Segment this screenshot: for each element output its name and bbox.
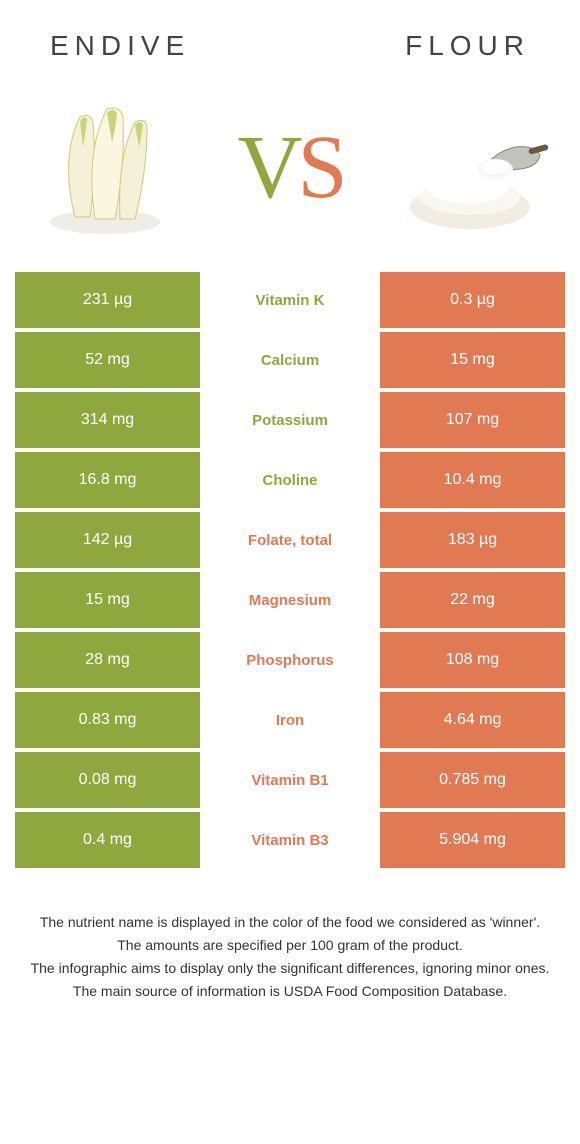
footnote-line: The nutrient name is displayed in the co… xyxy=(30,912,550,933)
footnote-line: The infographic aims to display only the… xyxy=(30,958,550,979)
nutrient-label: Iron xyxy=(200,692,380,748)
images-row: VS xyxy=(0,72,580,272)
table-row: 314 mgPotassium107 mg xyxy=(15,392,565,448)
endive-icon xyxy=(35,97,175,237)
nutrient-label: Folate, total xyxy=(200,512,380,568)
nutrient-label: Potassium xyxy=(200,392,380,448)
flour-image xyxy=(400,92,550,242)
nutrient-label: Phosphorus xyxy=(200,632,380,688)
left-value-cell: 0.83 mg xyxy=(15,692,200,748)
right-value-cell: 0.3 µg xyxy=(380,272,565,328)
footnote-line: The amounts are specified per 100 gram o… xyxy=(30,935,550,956)
endive-image xyxy=(30,92,180,242)
table-row: 0.83 mgIron4.64 mg xyxy=(15,692,565,748)
header-row: Endive Flour xyxy=(0,0,580,72)
vs-v: V xyxy=(237,118,297,217)
right-value-cell: 4.64 mg xyxy=(380,692,565,748)
right-value-cell: 0.785 mg xyxy=(380,752,565,808)
nutrient-label: Choline xyxy=(200,452,380,508)
vs-label: VS xyxy=(237,116,342,219)
nutrient-label: Magnesium xyxy=(200,572,380,628)
table-row: 28 mgPhosphorus108 mg xyxy=(15,632,565,688)
table-row: 0.4 mgVitamin B35.904 mg xyxy=(15,812,565,868)
left-value-cell: 314 mg xyxy=(15,392,200,448)
right-value-cell: 5.904 mg xyxy=(380,812,565,868)
table-row: 16.8 mgCholine10.4 mg xyxy=(15,452,565,508)
table-row: 15 mgMagnesium22 mg xyxy=(15,572,565,628)
left-value-cell: 0.08 mg xyxy=(15,752,200,808)
left-food-title: Endive xyxy=(50,30,190,62)
table-row: 0.08 mgVitamin B10.785 mg xyxy=(15,752,565,808)
nutrient-label: Vitamin B1 xyxy=(200,752,380,808)
table-row: 52 mgCalcium15 mg xyxy=(15,332,565,388)
flour-icon xyxy=(400,97,550,237)
nutrient-label: Vitamin K xyxy=(200,272,380,328)
right-value-cell: 108 mg xyxy=(380,632,565,688)
right-value-cell: 15 mg xyxy=(380,332,565,388)
left-value-cell: 15 mg xyxy=(15,572,200,628)
vs-s: S xyxy=(297,118,342,217)
left-value-cell: 52 mg xyxy=(15,332,200,388)
comparison-table: 231 µgVitamin K0.3 µg52 mgCalcium15 mg31… xyxy=(0,272,580,868)
right-value-cell: 107 mg xyxy=(380,392,565,448)
table-row: 231 µgVitamin K0.3 µg xyxy=(15,272,565,328)
left-value-cell: 142 µg xyxy=(15,512,200,568)
right-value-cell: 22 mg xyxy=(380,572,565,628)
right-value-cell: 10.4 mg xyxy=(380,452,565,508)
left-value-cell: 16.8 mg xyxy=(15,452,200,508)
table-row: 142 µgFolate, total183 µg xyxy=(15,512,565,568)
right-value-cell: 183 µg xyxy=(380,512,565,568)
left-value-cell: 28 mg xyxy=(15,632,200,688)
footnote-line: The main source of information is USDA F… xyxy=(30,981,550,1002)
nutrient-label: Vitamin B3 xyxy=(200,812,380,868)
nutrient-label: Calcium xyxy=(200,332,380,388)
right-food-title: Flour xyxy=(405,30,530,62)
footnote: The nutrient name is displayed in the co… xyxy=(0,872,580,1002)
left-value-cell: 231 µg xyxy=(15,272,200,328)
left-value-cell: 0.4 mg xyxy=(15,812,200,868)
